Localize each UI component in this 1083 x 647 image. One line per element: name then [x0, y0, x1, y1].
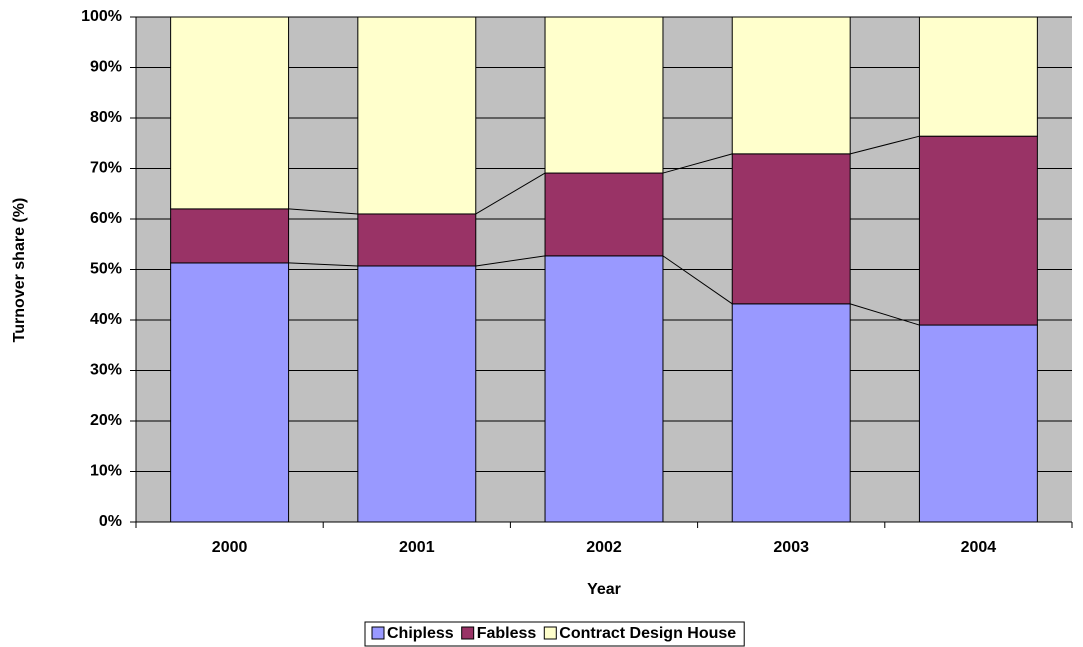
bar-segment: [357, 16, 477, 215]
bar-segment: [731, 16, 851, 155]
x-tick-label: 2000: [212, 539, 248, 556]
x-axis-title: Year: [587, 581, 621, 598]
y-tick-label: 10%: [90, 463, 122, 480]
y-tick-label: 80%: [90, 109, 122, 126]
bar-segment: [918, 16, 1038, 137]
bar-segment: [544, 255, 664, 523]
series-line: [288, 262, 358, 267]
x-tick-label: 2002: [586, 539, 622, 556]
y-tick-label: 50%: [90, 261, 122, 278]
legend-swatch: [543, 626, 557, 640]
y-tick-label: 20%: [90, 412, 122, 429]
series-line: [475, 172, 546, 215]
y-tick-label: 70%: [90, 160, 122, 177]
series-line: [475, 255, 546, 267]
series-line: [850, 135, 920, 155]
bar-segment: [170, 262, 290, 523]
bar-segment: [544, 172, 664, 257]
bar-segment: [544, 16, 664, 174]
bar-segment: [170, 16, 290, 210]
y-tick-label: 100%: [81, 8, 122, 25]
bar-segment: [731, 303, 851, 523]
bar-segment: [170, 208, 290, 264]
y-tick-label: 90%: [90, 59, 122, 76]
y-axis-title: Turnover share (%): [11, 198, 28, 343]
series-line: [662, 255, 733, 305]
legend: [364, 621, 745, 647]
legend-label: Contract Design House: [559, 625, 736, 642]
x-tick-label: 2004: [961, 539, 997, 556]
bar-segment: [357, 265, 477, 523]
bar-segment: [357, 213, 477, 267]
y-tick-label: 40%: [90, 311, 122, 328]
bar-segment: [918, 324, 1038, 523]
x-tick-label: 2003: [773, 539, 809, 556]
bar-segment: [918, 135, 1038, 326]
y-tick-label: 60%: [90, 210, 122, 227]
series-line: [850, 303, 920, 326]
legend-swatch: [371, 626, 385, 640]
y-tick-label: 30%: [90, 362, 122, 379]
y-tick-label: 0%: [99, 513, 122, 530]
legend-swatch: [461, 626, 475, 640]
series-line: [288, 208, 358, 215]
legend-label: Fabless: [477, 625, 537, 642]
x-tick-label: 2001: [399, 539, 435, 556]
legend-label: Chipless: [387, 625, 454, 642]
series-line: [662, 153, 733, 174]
bar-segment: [731, 153, 851, 305]
